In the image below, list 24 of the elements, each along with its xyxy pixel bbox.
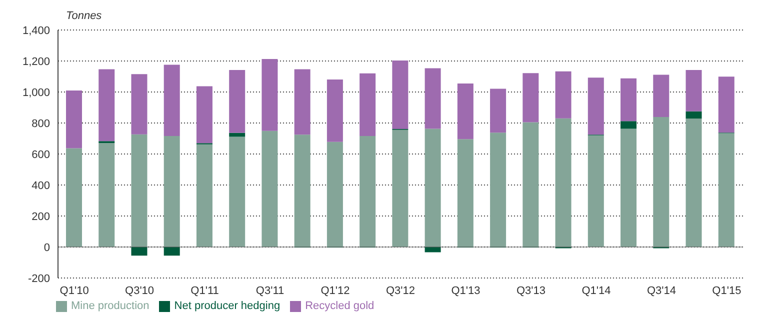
x-tick-label: Q1'15 bbox=[712, 284, 742, 297]
y-tick-label: 600 bbox=[32, 148, 50, 161]
y-tick-label: 1,400 bbox=[22, 24, 50, 37]
y-tick-label: 1,200 bbox=[22, 56, 50, 68]
x-tick-label: Q1'11 bbox=[190, 284, 219, 297]
y-tick-label: 800 bbox=[32, 118, 50, 130]
x-tick-label: Q1'10 bbox=[60, 284, 89, 297]
x-tick-label: Q3'12 bbox=[386, 284, 416, 297]
x-tick-label: Q3'10 bbox=[125, 284, 154, 297]
x-tick-label: Q1'13 bbox=[451, 284, 480, 297]
x-tick-label: Q3'13 bbox=[516, 284, 546, 297]
y-tick-label: 0 bbox=[44, 242, 50, 254]
x-tick-label: Q1'14 bbox=[582, 284, 611, 297]
x-tick-label: Q3'14 bbox=[646, 284, 676, 297]
legend-label: Net producer hedging bbox=[174, 300, 280, 312]
y-tick-label: 400 bbox=[32, 180, 50, 192]
x-tick-label: Q1'12 bbox=[320, 284, 350, 297]
y-tick-label: -200 bbox=[28, 272, 50, 285]
legend-label: Mine production bbox=[71, 300, 150, 312]
y-axis-title: Tonnes bbox=[66, 10, 102, 22]
y-tick-label: 200 bbox=[32, 210, 50, 223]
x-tick-label: Q3'11 bbox=[256, 284, 284, 297]
legend-label: Recycled gold bbox=[305, 300, 374, 312]
y-tick-label: 1,000 bbox=[22, 86, 50, 99]
